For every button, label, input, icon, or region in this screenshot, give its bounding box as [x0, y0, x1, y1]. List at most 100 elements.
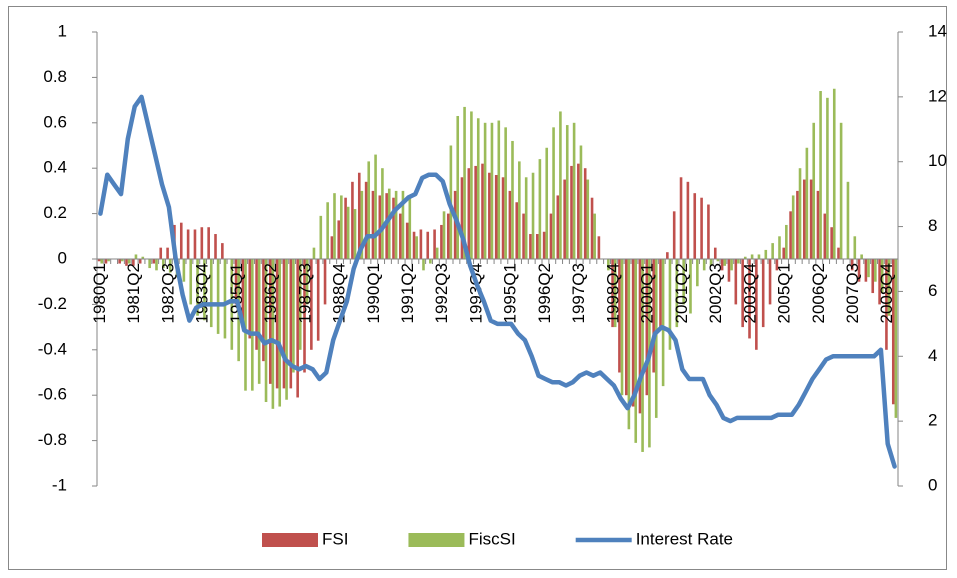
y2-tick-label: 10 — [928, 151, 947, 170]
x-tick-label: 1986Q2 — [261, 263, 280, 324]
bar — [549, 213, 553, 259]
bar — [579, 145, 583, 259]
x-tick-label: 2001Q2 — [672, 263, 691, 324]
bar — [429, 259, 432, 264]
legend-label: FSI — [322, 529, 348, 548]
bar — [618, 259, 621, 373]
bar — [522, 213, 525, 259]
x-tick-label: 1996Q2 — [535, 263, 554, 324]
x-tick-label: 1992Q3 — [432, 263, 451, 324]
bar — [292, 259, 295, 373]
x-tick-label: 2000Q1 — [638, 263, 657, 324]
bar — [148, 259, 151, 269]
bar — [346, 206, 350, 259]
x-tick-label: 2006Q2 — [809, 263, 828, 324]
bar — [179, 222, 183, 259]
legend-item: Interest Rate — [575, 529, 733, 548]
bar — [597, 236, 601, 259]
bar — [200, 227, 204, 259]
bar — [488, 172, 491, 259]
x-tick-label: 1982Q3 — [158, 263, 177, 324]
bar — [590, 197, 594, 259]
bar — [775, 259, 779, 271]
x-tick-label: 1988Q4 — [330, 263, 349, 324]
bar — [405, 222, 409, 259]
y2-tick-label: 12 — [928, 86, 947, 105]
bar — [832, 88, 836, 259]
bar — [474, 165, 477, 259]
bar — [440, 224, 443, 259]
bar — [134, 254, 138, 259]
y-tick-label: -0.4 — [38, 339, 67, 358]
bar — [761, 259, 765, 328]
bar — [757, 254, 761, 259]
bar — [707, 204, 710, 259]
y2-tick-label: 0 — [928, 475, 937, 494]
bar — [689, 259, 692, 314]
bar — [538, 159, 542, 259]
bar — [419, 229, 423, 259]
bar — [203, 259, 206, 321]
bar — [504, 127, 507, 259]
bar — [132, 259, 135, 266]
bar — [412, 231, 416, 259]
bar — [125, 259, 128, 266]
bar — [880, 259, 884, 294]
bar — [433, 229, 436, 259]
bar — [494, 175, 498, 259]
bar — [682, 259, 685, 305]
bar — [426, 231, 430, 259]
x-tick-label: 1995Q1 — [501, 263, 520, 324]
bar — [586, 179, 590, 259]
bar — [312, 247, 316, 259]
bar — [529, 234, 532, 259]
bar — [241, 259, 245, 328]
y-tick-label: 0.8 — [43, 67, 67, 86]
bar — [470, 111, 473, 259]
bar — [675, 259, 679, 328]
bar — [607, 259, 610, 271]
bar — [871, 259, 875, 294]
bar — [408, 197, 412, 259]
bar — [768, 259, 772, 305]
bar — [552, 127, 555, 259]
bar — [641, 259, 644, 452]
bar — [193, 229, 197, 259]
bar — [221, 243, 224, 259]
x-tick-label: 2008Q4 — [877, 263, 896, 324]
bar — [634, 259, 638, 443]
bar — [809, 179, 813, 259]
bar — [891, 259, 895, 405]
y2-tick-label: 14 — [928, 21, 947, 40]
bar — [255, 259, 258, 350]
bar — [789, 211, 792, 259]
bar — [837, 247, 840, 259]
bar — [378, 195, 382, 259]
bar — [182, 259, 186, 282]
x-tick-label: 2002Q3 — [706, 263, 725, 324]
bar — [97, 259, 101, 262]
bar — [791, 195, 795, 259]
bar — [782, 247, 786, 259]
bar — [364, 181, 368, 259]
x-tick-label: 1983Q4 — [193, 263, 212, 324]
bar — [234, 259, 238, 305]
bar — [196, 259, 199, 316]
bar — [100, 259, 104, 264]
bar — [894, 259, 898, 418]
bar — [672, 211, 676, 259]
bar — [326, 202, 329, 259]
bar — [535, 234, 539, 259]
y-tick-label: 0.6 — [43, 112, 67, 131]
bar — [278, 259, 282, 407]
bar — [289, 259, 293, 389]
bar — [511, 140, 514, 259]
bar — [257, 259, 261, 384]
bar — [223, 259, 227, 339]
legend-swatch — [262, 533, 318, 547]
bar — [456, 115, 460, 260]
bar — [152, 259, 156, 264]
bar — [743, 256, 747, 259]
